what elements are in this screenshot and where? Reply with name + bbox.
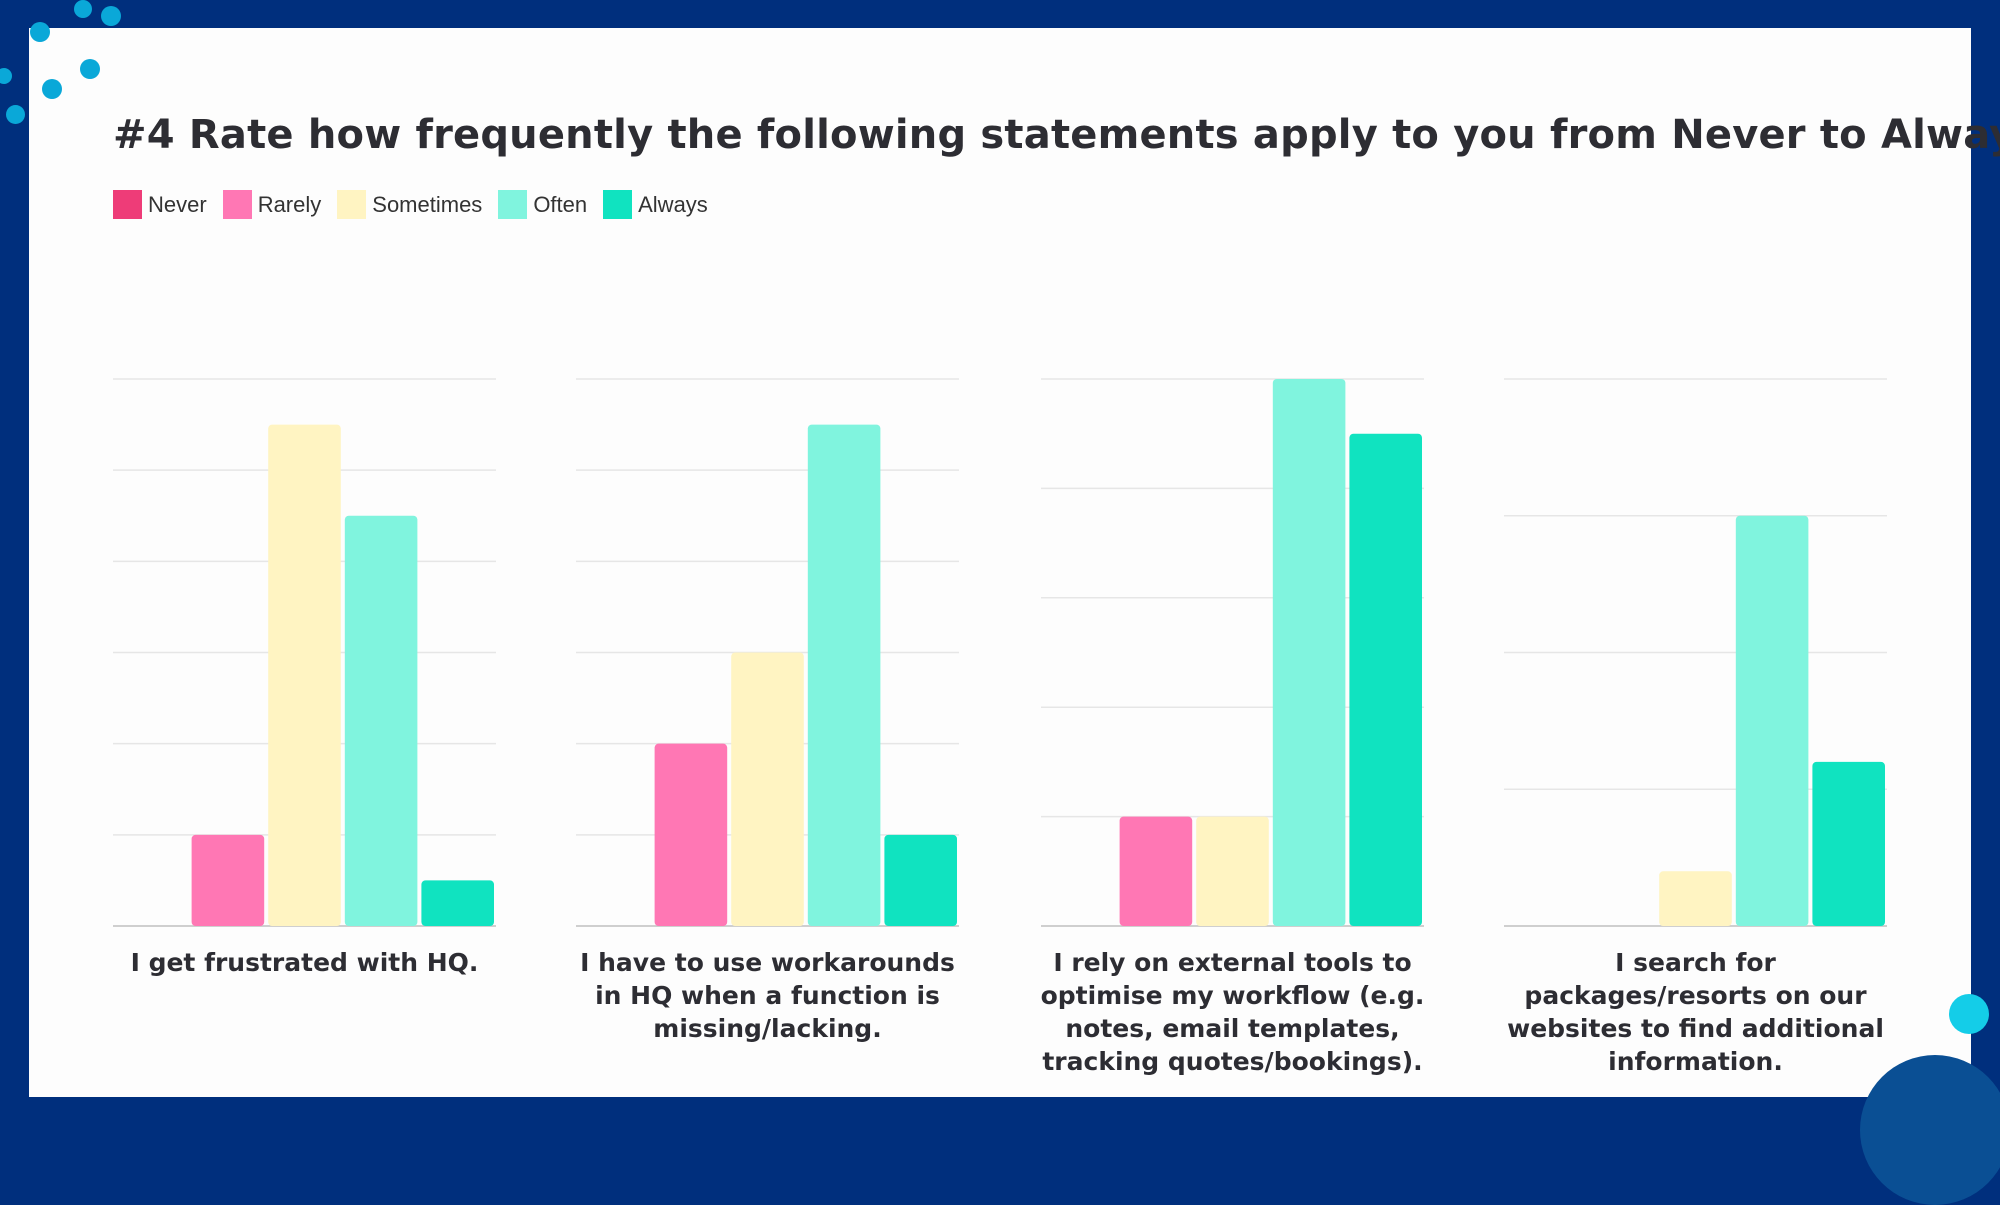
bar-often (807, 424, 881, 926)
legend-swatch (113, 190, 142, 219)
legend-label: Never (148, 191, 207, 217)
legend-label: Always (638, 191, 708, 217)
bar-rarely (654, 743, 728, 926)
decor-dot (0, 68, 12, 84)
chart-label: I rely on external tools to optimise my … (1040, 948, 1425, 1076)
legend: Never Rarely Sometimes Often Always (113, 190, 708, 219)
decor-dot (6, 105, 25, 124)
bar-always (884, 834, 957, 926)
bar-sometimes (268, 424, 341, 926)
decor-dot (1949, 994, 1989, 1034)
bar-sometimes (1659, 871, 1732, 926)
decor-dot (101, 6, 121, 26)
legend-item-often: Often (498, 190, 587, 219)
bar-often (1735, 515, 1809, 926)
decor-dot (80, 59, 100, 79)
decor-dot (74, 0, 92, 18)
bar-always (1349, 433, 1422, 926)
bar-often (1272, 379, 1346, 926)
bar-sometimes (731, 652, 804, 926)
bar-often (344, 515, 418, 926)
legend-label: Rarely (257, 191, 322, 217)
bar-charts (113, 378, 1887, 927)
chart-label: I search for packages/resorts on our web… (1507, 948, 1884, 1076)
legend-label: Sometimes (372, 191, 483, 217)
legend-item-sometimes: Sometimes (337, 190, 482, 219)
legend-item-never: Never (113, 190, 207, 219)
legend-label: Often (533, 191, 588, 217)
bar-rarely (1119, 816, 1193, 926)
bar-sometimes (1196, 816, 1269, 926)
chart-title: #4 Rate how frequently the following sta… (113, 112, 2000, 158)
legend-item-always: Always (603, 190, 708, 219)
bar-always (421, 880, 494, 926)
legend-swatch (498, 190, 528, 219)
chart-label: I have to use workarounds in HQ when a f… (580, 948, 955, 1043)
legend-item-rarely: Rarely (222, 190, 322, 219)
bar-always (1812, 761, 1885, 926)
legend-swatch (337, 190, 367, 219)
legend-swatch (222, 190, 252, 219)
decor-dot (30, 22, 50, 42)
decor-dot (42, 79, 62, 99)
legend-swatch (603, 190, 633, 219)
bar-rarely (191, 834, 265, 926)
chart-label: I get frustrated with HQ. (130, 948, 479, 977)
